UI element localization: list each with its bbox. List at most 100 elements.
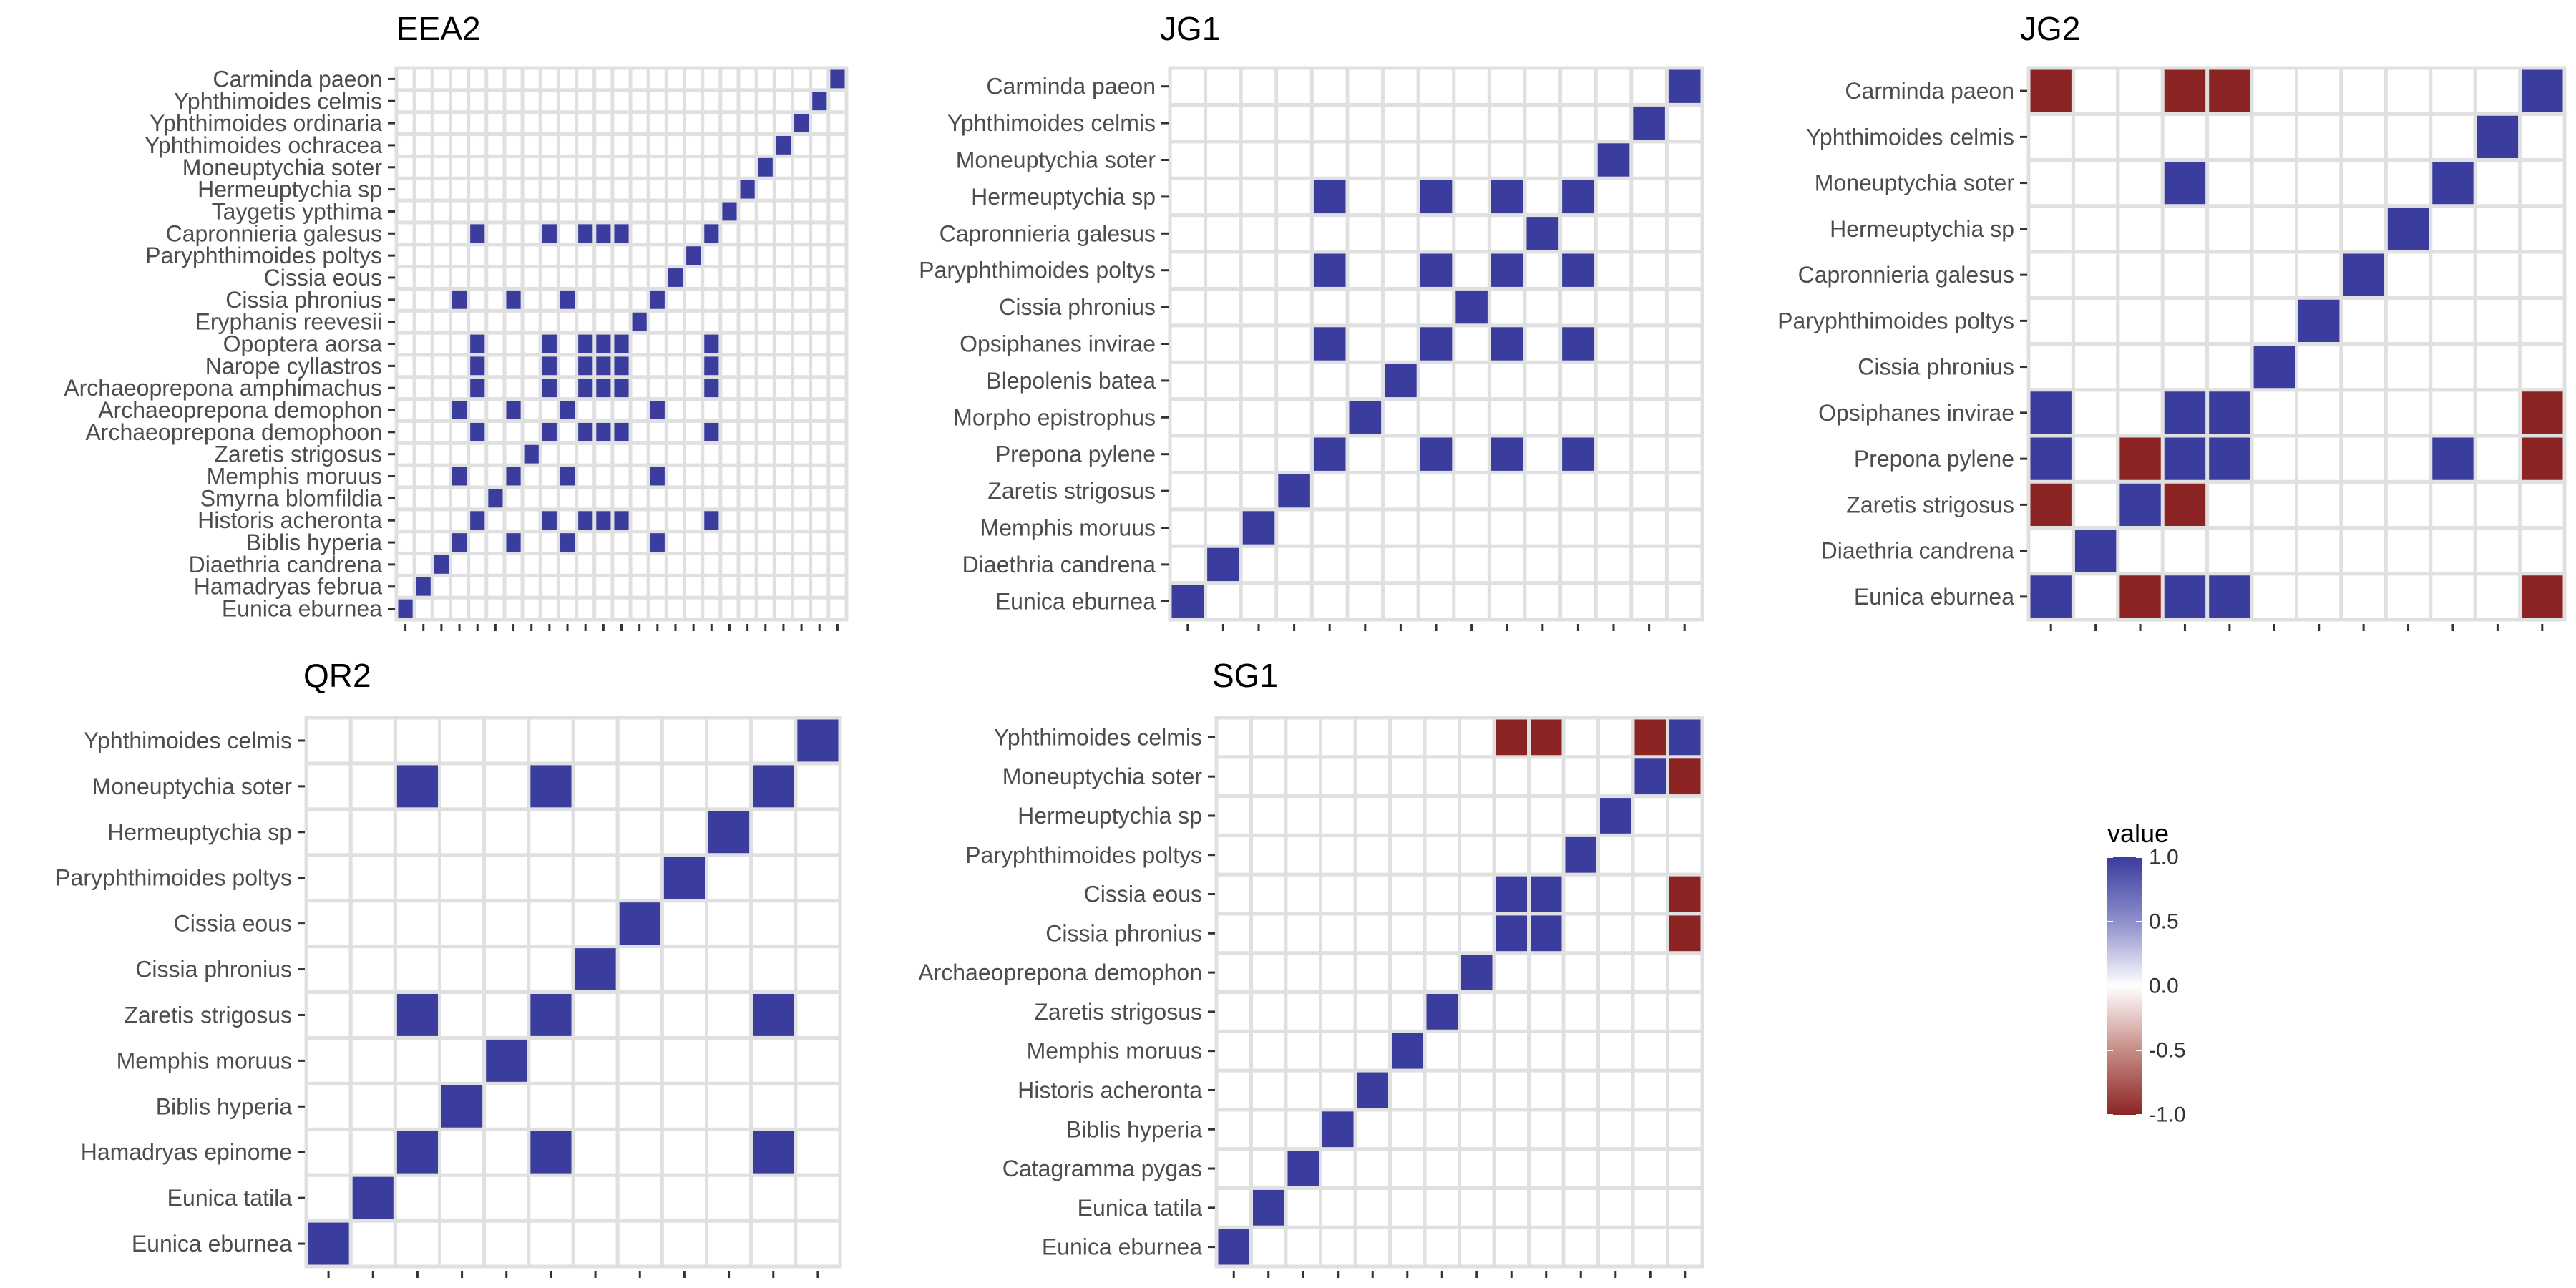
heatmap-cell [650,290,665,309]
heatmap-cell [542,379,557,398]
grid-cell [809,441,831,467]
heatmap-cell [704,511,719,530]
grid-cell [394,551,416,577]
grid-cell [2339,342,2388,392]
grid-cell [1416,140,1456,180]
grid-cell [2205,250,2254,300]
grid-cell [1214,1186,1253,1229]
grid-cell [467,573,489,600]
grid-cell [2116,388,2165,438]
grid-cell [1284,1225,1322,1269]
grid-cell [348,761,397,811]
grid-cell [718,66,741,92]
grid-cell [826,331,849,357]
grid-cell [736,530,758,555]
heatmap-cell [704,224,719,243]
heatmap-cell [560,467,575,486]
grid-cell [1388,794,1427,837]
grid-cell [412,243,434,269]
grid-cell [502,573,525,600]
heatmap-cell [352,1176,394,1219]
heatmap-cell [1171,585,1204,618]
grid-cell [438,761,487,811]
row-label: Paryphthimoides poltys [145,243,382,268]
grid-cell [348,716,397,766]
grid-cell [1168,286,1208,328]
grid-cell [646,507,668,534]
grid-cell [683,220,705,247]
grid-cell [660,807,708,857]
grid-cell [556,176,579,203]
grid-cell [772,353,795,379]
grid-cell [660,761,708,811]
row-label: Paryphthimoides poltys [919,258,1156,283]
grid-cell [628,551,650,577]
grid-cell [430,132,452,158]
grid-cell [393,1173,441,1223]
heatmap-cell [1526,217,1559,250]
row-label: Opsiphanes invirae [960,331,1156,357]
grid-cell [2473,572,2522,622]
grid-cell [448,88,471,114]
grid-cell [484,595,507,622]
grid-cell [718,375,741,401]
grid-cell [1527,990,1566,1033]
heatmap-cell [794,114,809,133]
heatmap-cell [1562,253,1594,287]
grid-cell [646,243,668,269]
grid-cell [615,853,664,903]
grid-cell [1204,102,1243,144]
grid-cell [736,243,758,269]
grid-cell [683,595,705,622]
grid-cell [571,1219,620,1269]
grid-cell [701,66,723,92]
grid-cell [438,1035,487,1085]
grid-cell [1381,140,1420,180]
grid-cell [701,110,723,137]
heatmap-cell [2030,391,2072,434]
row-label: Opsiphanes invirae [1818,400,2014,426]
heatmap-cell [530,765,572,808]
row-label: Archaeoprepona demophon [918,960,1202,985]
grid-cell [538,485,560,512]
grid-cell [610,265,633,291]
grid-cell [2071,296,2120,346]
grid-cell [809,66,831,92]
grid-cell [484,441,507,467]
grid-cell [1319,1225,1357,1269]
grid-cell [754,375,776,401]
grid-cell [2339,158,2388,208]
grid-cell [1527,1186,1566,1229]
grid-cell [1666,1186,1704,1229]
grid-cell [718,419,741,445]
grid-cell [2384,112,2433,162]
grid-cell [1664,360,1704,401]
grid-cell [430,353,452,379]
heatmap-cell [434,555,449,574]
grid-cell [484,154,507,180]
grid-cell [467,154,489,180]
grid-cell [705,716,753,766]
grid-cell [448,176,471,203]
grid-cell [2473,479,2522,530]
grid-cell [1629,397,1669,438]
grid-cell [592,308,615,335]
grid-cell [484,308,507,335]
grid-cell [1309,213,1350,254]
heatmap-cell [542,511,557,530]
grid-cell [502,507,525,534]
grid-cell [1631,1068,1669,1112]
grid-cell [1309,140,1350,180]
heatmap-cell [488,489,503,508]
grid-cell [1239,360,1279,401]
grid-cell [467,132,489,158]
grid-cell [1239,323,1279,364]
grid-cell [1594,66,1634,107]
grid-cell [718,551,741,577]
grid-cell [772,154,795,180]
grid-cell [527,945,575,995]
heatmap-cell [2209,391,2250,434]
grid-cell [1452,470,1491,512]
grid-cell [1345,250,1385,291]
grid-cell [826,530,849,555]
